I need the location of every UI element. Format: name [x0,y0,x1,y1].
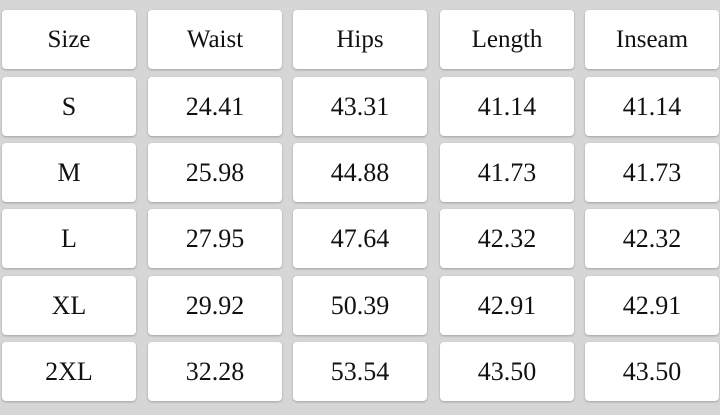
header-cell: Length [440,10,574,69]
table-cell: 42.91 [585,276,719,335]
table-cell: 42.32 [440,209,574,268]
table-cell: 47.64 [293,209,427,268]
table-cell: 43.31 [293,77,427,136]
table-cell: L [2,209,136,268]
table-cell: 43.50 [585,342,719,401]
header-cell: Hips [293,10,427,69]
table-cell: 41.14 [585,77,719,136]
header-cell: Inseam [585,10,719,69]
table-cell: 44.88 [293,143,427,202]
table-cell: 42.32 [585,209,719,268]
table-cell: 2XL [2,342,136,401]
table-cell: 41.73 [440,143,574,202]
header-cell: Size [2,10,136,69]
table-cell: 27.95 [148,209,282,268]
table-cell: 50.39 [293,276,427,335]
table-cell: 32.28 [148,342,282,401]
table-cell: 25.98 [148,143,282,202]
table-cell: XL [2,276,136,335]
table-cell: M [2,143,136,202]
table-cell: 53.54 [293,342,427,401]
table-cell: 42.91 [440,276,574,335]
table-cell: S [2,77,136,136]
table-cell: 41.73 [585,143,719,202]
table-cell: 41.14 [440,77,574,136]
table-cell: 29.92 [148,276,282,335]
header-cell: Waist [148,10,282,69]
table-cell: 24.41 [148,77,282,136]
table-cell: 43.50 [440,342,574,401]
